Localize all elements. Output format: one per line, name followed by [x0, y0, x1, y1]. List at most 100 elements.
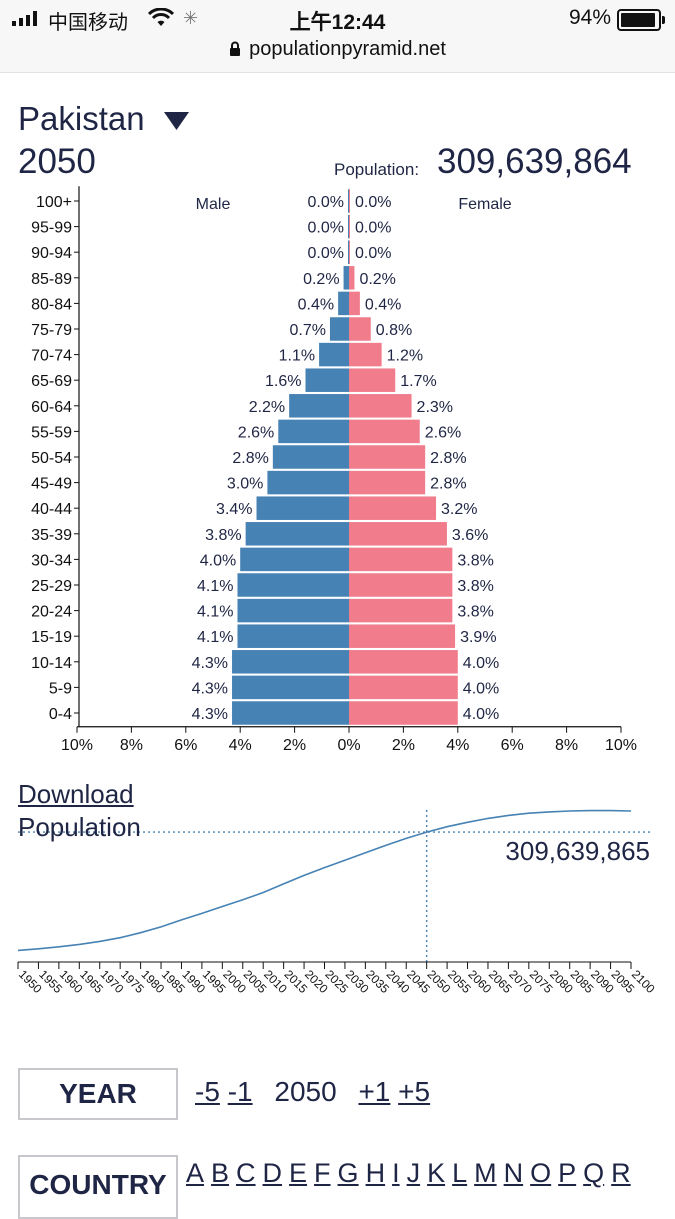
country-letter-l[interactable]: L	[452, 1158, 468, 1188]
country-letter-o[interactable]: O	[530, 1158, 552, 1188]
country-letter-d[interactable]: D	[262, 1158, 283, 1188]
female-bar-85-89	[349, 266, 355, 290]
country-letter-g[interactable]: G	[337, 1158, 359, 1188]
female-bar-45-49	[349, 470, 426, 495]
country-letter-j[interactable]: J	[406, 1158, 421, 1188]
age-group-label: 15-19	[31, 629, 72, 646]
female-value-label: 2.3%	[417, 399, 453, 416]
country-letter-c[interactable]: C	[236, 1158, 256, 1188]
female-value-label: 0.8%	[376, 322, 412, 339]
female-value-label: 0.2%	[359, 271, 395, 288]
x-tick-label: 4%	[446, 737, 469, 754]
country-control-label: COUNTRY	[18, 1155, 178, 1219]
age-group-label: 100+	[36, 194, 72, 211]
male-bar-10-14	[232, 650, 349, 674]
female-value-label: 3.6%	[452, 527, 488, 544]
age-group-label: 25-29	[31, 578, 72, 595]
address-bar[interactable]: populationpyramid.net	[0, 38, 675, 61]
female-bar-95-99	[349, 214, 350, 239]
female-value-label: 3.9%	[460, 629, 496, 646]
x-tick-label: 0%	[337, 737, 360, 754]
age-group-label: 50-54	[31, 450, 72, 467]
male-bar-40-44	[256, 496, 349, 520]
country-letter-b[interactable]: B	[211, 1158, 230, 1188]
female-value-label: 0.0%	[355, 194, 391, 211]
female-bar-55-59	[349, 419, 420, 444]
battery-icon	[617, 9, 665, 31]
year-plus-5-button[interactable]: +5	[398, 1076, 431, 1107]
female-value-label: 1.7%	[400, 373, 436, 390]
loading-spinner-icon: ✳	[183, 8, 199, 28]
male-bar-90-94	[348, 240, 349, 264]
male-bar-55-59	[278, 419, 349, 444]
population-pyramid-chart: 4.3% 4.0% 4.3% 4.0% 4.3% 4.0% 4.1% 3.9% 4.1% 3.8%…	[31, 186, 637, 754]
wifi-icon	[148, 8, 174, 26]
female-bar-30-34	[349, 547, 453, 572]
male-value-label: 3.4%	[216, 501, 252, 518]
male-value-label: 4.1%	[197, 629, 233, 646]
country-letter-h[interactable]: H	[365, 1158, 386, 1188]
year-minus-5-button[interactable]: -5	[195, 1076, 220, 1107]
female-value-label: 2.8%	[430, 450, 466, 467]
url-text: populationpyramid.net	[249, 38, 446, 60]
female-bar-0-4	[349, 701, 458, 725]
age-group-label: 70-74	[31, 348, 72, 365]
country-letter-e[interactable]: E	[289, 1158, 308, 1188]
male-bar-50-54	[272, 445, 349, 469]
male-bar-65-69	[305, 368, 349, 392]
country-selector[interactable]: Pakistan	[18, 100, 145, 137]
country-letter-q[interactable]: Q	[583, 1158, 605, 1188]
x-tick-label: 8%	[120, 737, 143, 754]
country-letter-n[interactable]: N	[503, 1158, 524, 1188]
female-bar-20-24	[349, 598, 453, 623]
male-value-label: 0.0%	[308, 194, 344, 211]
dropdown-caret-icon[interactable]	[164, 112, 189, 130]
x-tick-label: 10%	[61, 737, 93, 754]
age-group-label: 30-34	[31, 552, 72, 569]
lock-icon	[230, 41, 241, 56]
age-group-label: 20-24	[31, 604, 72, 621]
legend-male: Male	[196, 196, 231, 213]
country-letter-f[interactable]: F	[314, 1158, 331, 1188]
year-plus-1-button[interactable]: +1	[358, 1076, 391, 1107]
country-letter-i[interactable]: I	[392, 1158, 400, 1188]
country-letter-p[interactable]: P	[558, 1158, 577, 1188]
pyramid-bars	[232, 189, 458, 725]
female-value-label: 0.4%	[365, 296, 401, 313]
male-value-label: 4.1%	[197, 578, 233, 595]
female-bar-15-19	[349, 624, 456, 648]
male-bar-45-49	[267, 470, 349, 495]
highlight-population-value: 309,639,865	[505, 836, 650, 866]
male-value-label: 4.1%	[197, 604, 233, 621]
male-value-label: 2.8%	[232, 450, 268, 467]
country-letter-a[interactable]: A	[186, 1158, 205, 1188]
male-value-label: 2.2%	[249, 399, 285, 416]
current-year: 2050	[274, 1076, 337, 1107]
country-letter-m[interactable]: M	[474, 1158, 497, 1188]
download-link[interactable]: Download	[18, 779, 134, 809]
age-group-label: 45-49	[31, 476, 72, 493]
male-bar-70-74	[319, 342, 349, 367]
female-value-label: 2.8%	[430, 476, 466, 493]
female-bar-50-54	[349, 445, 426, 469]
age-group-label: 60-64	[31, 399, 72, 416]
year-minus-1-button[interactable]: -1	[227, 1076, 253, 1107]
male-value-label: 0.0%	[308, 245, 344, 262]
male-value-label: 0.4%	[298, 296, 334, 313]
female-bar-25-29	[349, 573, 453, 597]
male-value-label: 0.2%	[303, 271, 339, 288]
age-group-label: 80-84	[31, 296, 72, 313]
male-value-label: 0.0%	[308, 220, 344, 237]
clock: 上午12:44	[289, 11, 386, 34]
x-tick-label: 6%	[501, 737, 524, 754]
signal-icon	[12, 11, 37, 26]
male-bar-85-89	[343, 266, 349, 290]
male-bar-60-64	[289, 394, 349, 418]
population-line	[17, 809, 632, 952]
x-tick-label: 2%	[392, 737, 415, 754]
country-letter-r[interactable]: R	[611, 1158, 631, 1188]
male-bar-5-9	[232, 675, 349, 700]
female-bar-5-9	[349, 675, 458, 700]
country-letter-k[interactable]: K	[427, 1158, 446, 1188]
age-group-label: 75-79	[31, 322, 72, 339]
